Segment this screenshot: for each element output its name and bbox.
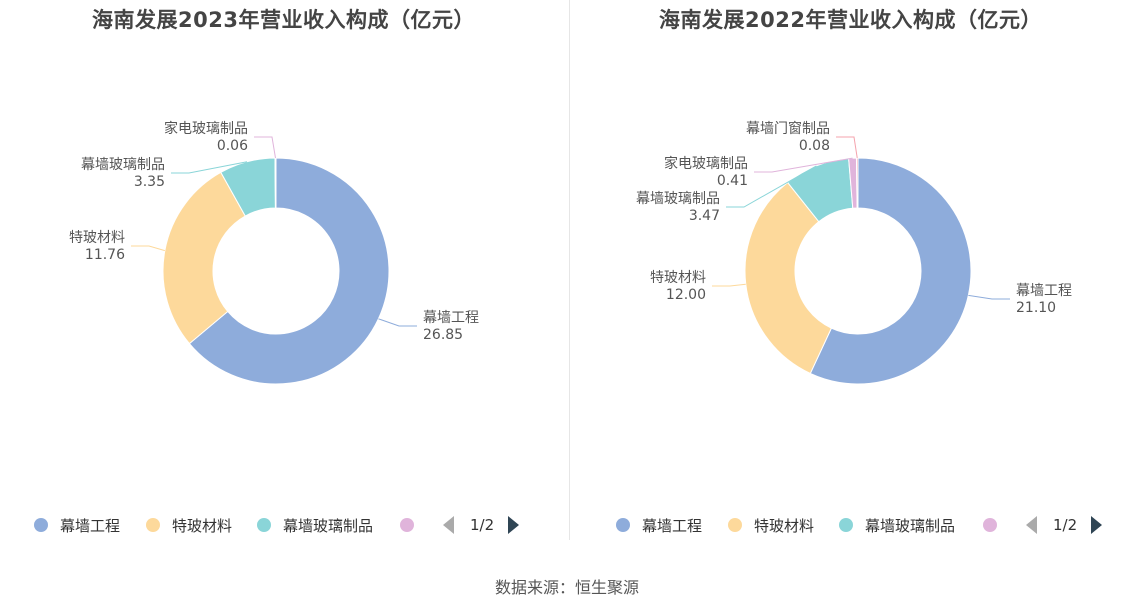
donut-slice[interactable] — [809, 157, 972, 385]
donut-slice[interactable] — [162, 171, 246, 345]
slice-category-label: 特玻材料 — [650, 270, 706, 286]
leader-line — [968, 294, 1010, 300]
slice-value-label: 3.47 — [689, 208, 720, 224]
slice-category-label: 特玻材料 — [69, 230, 125, 246]
leader-line — [131, 245, 165, 252]
prev-page-icon[interactable] — [443, 516, 454, 534]
slice-value-label: 11.76 — [85, 247, 125, 263]
legend-label: 特玻材料 — [754, 516, 815, 535]
legend-dot — [839, 518, 853, 532]
legend-dot — [34, 518, 48, 532]
slice-value-label: 21.10 — [1016, 300, 1056, 316]
donut-slice[interactable] — [744, 181, 833, 375]
page-indicator: 1/2 — [1053, 516, 1078, 534]
legend-dot — [400, 518, 414, 532]
chart-panel-2022: 海南发展2022年营业收入构成（亿元） 幕墙工程 21.10 特玻材料 12.00 幕墙… — [567, 0, 1134, 545]
legend-item[interactable]: 特玻材料 — [728, 512, 814, 538]
legend-label: 幕墙玻璃制品 — [865, 516, 956, 535]
slice-category-label: 家电玻璃制品 — [664, 155, 748, 172]
legend-dot — [146, 518, 160, 532]
leader-line — [378, 318, 417, 327]
next-page-icon[interactable] — [1091, 516, 1103, 534]
leader-line — [254, 136, 276, 159]
legend-dot — [257, 518, 271, 532]
donut-slice[interactable] — [855, 157, 859, 209]
legend: 幕墙工程 特玻材料 幕墙玻璃制品 1/2 — [0, 512, 567, 538]
slice-value-label: 26.85 — [423, 327, 463, 343]
legend-dot — [728, 518, 742, 532]
donut-slice[interactable] — [274, 157, 277, 209]
leader-line — [712, 283, 746, 287]
slice-value-label: 12.00 — [666, 287, 706, 303]
legend-item[interactable] — [400, 512, 426, 538]
slice-category-label: 幕墙工程 — [423, 310, 479, 326]
legend-label: 幕墙玻璃制品 — [283, 516, 374, 535]
legend-dot — [616, 518, 630, 532]
slice-category-label: 幕墙工程 — [1016, 283, 1072, 299]
legend-label: 幕墙工程 — [642, 516, 703, 535]
slice-value-label: 3.35 — [134, 174, 165, 190]
slice-value-label: 0.08 — [799, 138, 830, 154]
chart-title: 海南发展2023年营业收入构成（亿元） — [92, 8, 475, 32]
legend: 幕墙工程 特玻材料 幕墙玻璃制品 1/2 — [567, 512, 1134, 538]
slice-value-label: 0.41 — [717, 173, 748, 189]
leader-line — [726, 165, 817, 208]
leader-line — [836, 136, 858, 159]
legend-item[interactable]: 幕墙工程 — [616, 512, 702, 538]
panel-divider — [569, 0, 570, 540]
legend-item[interactable] — [983, 512, 1009, 538]
leader-line — [754, 157, 853, 173]
legend-item[interactable]: 幕墙玻璃制品 — [257, 512, 373, 538]
next-page-icon[interactable] — [508, 516, 520, 534]
slice-category-label: 幕墙玻璃制品 — [636, 190, 720, 207]
slice-category-label: 幕墙门窗制品 — [746, 120, 830, 137]
slice-value-label: 0.06 — [217, 138, 248, 154]
slice-category-label: 家电玻璃制品 — [164, 120, 248, 137]
legend-dot — [983, 518, 997, 532]
chart-title: 海南发展2022年营业收入构成（亿元） — [659, 8, 1042, 32]
legend-label: 特玻材料 — [172, 516, 233, 535]
legend-item[interactable]: 特玻材料 — [146, 512, 232, 538]
prev-page-icon[interactable] — [1026, 516, 1037, 534]
leader-line — [171, 161, 248, 174]
legend-item[interactable]: 幕墙工程 — [34, 512, 120, 538]
chart-panel-2023: 海南发展2023年营业收入构成（亿元） 幕墙工程 26.85 特玻材料 11.76 幕墙… — [0, 0, 567, 545]
legend-label: 幕墙工程 — [60, 516, 121, 535]
legend-item[interactable]: 幕墙玻璃制品 — [839, 512, 955, 538]
slice-category-label: 幕墙玻璃制品 — [81, 156, 165, 173]
donut-slice[interactable] — [188, 157, 390, 385]
page-indicator: 1/2 — [470, 516, 495, 534]
legend-pager: 1/2 — [1026, 512, 1103, 538]
legend-pager: 1/2 — [443, 512, 520, 538]
data-source: 数据来源：恒生聚源 — [494, 578, 639, 597]
